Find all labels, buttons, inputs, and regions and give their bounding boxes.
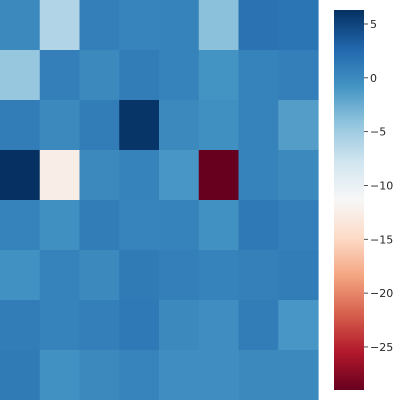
heatmap-cell-r5-c2 (79, 250, 120, 301)
heatmap-cell-r2-c4 (159, 100, 200, 151)
heatmap-grid (0, 0, 319, 400)
heatmap-cell-r7-c4 (159, 350, 200, 400)
heatmap-cell-r2-c6 (238, 100, 279, 151)
heatmap-cell-r6-c4 (159, 300, 200, 351)
heatmap-cell-r3-c6 (238, 150, 279, 201)
heatmap-cell-r4-c0 (0, 200, 41, 251)
heatmap-cell-r4-c4 (159, 200, 200, 251)
heatmap-cell-r7-c1 (39, 350, 81, 400)
heatmap-cell-r5-c5 (198, 250, 240, 301)
heatmap-cell-r6-c1 (39, 300, 81, 351)
heatmap-cell-r2-c7 (278, 100, 319, 151)
colorbar: 5 0 −5 −10 −15 −20 −25 (334, 10, 393, 390)
heatmap-cell-r5-c6 (238, 250, 279, 301)
heatmap-cell-r4-c3 (119, 200, 160, 251)
heatmap-cell-r3-c4 (159, 150, 200, 201)
heatmap-cell-r7-c3 (119, 350, 160, 400)
heatmap-cell-r7-c2 (79, 350, 120, 400)
heatmap-cell-r0-c7 (278, 0, 319, 51)
heatmap-cell-r5-c3 (119, 250, 160, 301)
heatmap-cell-r5-c0 (0, 250, 41, 301)
heatmap-cell-r6-c0 (0, 300, 41, 351)
heatmap-cell-r2-c3 (119, 100, 160, 151)
heatmap-cell-r1-c0 (0, 50, 41, 101)
heatmap-cell-r7-c5 (198, 350, 240, 400)
heatmap-cell-r3-c1 (39, 150, 81, 201)
colorbar-tick-label: −5 (370, 126, 386, 139)
colorbar-tick-label: −10 (370, 179, 393, 192)
heatmap-cell-r4-c5 (198, 200, 240, 251)
heatmap-cell-r3-c0 (0, 150, 41, 201)
heatmap-cell-r3-c5 (198, 150, 240, 201)
heatmap-cell-r1-c1 (39, 50, 81, 101)
heatmap-cell-r6-c5 (198, 300, 240, 351)
heatmap-cell-r2-c5 (198, 100, 240, 151)
heatmap-cell-r3-c3 (119, 150, 160, 201)
heatmap-cell-r2-c0 (0, 100, 41, 151)
heatmap-cell-r0-c0 (0, 0, 41, 51)
heatmap-cell-r4-c7 (278, 200, 319, 251)
heatmap-cell-r1-c5 (198, 50, 240, 101)
heatmap-cell-r7-c6 (238, 350, 279, 400)
heatmap-cell-r6-c3 (119, 300, 160, 351)
heatmap-cell-r6-c7 (278, 300, 319, 351)
heatmap-cell-r3-c2 (79, 150, 120, 201)
heatmap-cell-r1-c7 (278, 50, 319, 101)
colorbar-tick-label: 5 (370, 18, 377, 31)
colorbar-tick-label: −15 (370, 233, 393, 246)
colorbar-tick-label: −20 (370, 287, 393, 300)
heatmap-cell-r2-c1 (39, 100, 81, 151)
heatmap-cell-r0-c1 (39, 0, 81, 51)
colorbar-gradient (334, 10, 364, 390)
heatmap-cell-r7-c0 (0, 350, 41, 400)
heatmap-cell-r0-c4 (159, 0, 200, 51)
heatmap-cell-r0-c2 (79, 0, 120, 51)
heatmap-cell-r6-c6 (238, 300, 279, 351)
heatmap-cell-r3-c7 (278, 150, 319, 201)
heatmap-cell-r5-c7 (278, 250, 319, 301)
heatmap-cell-r7-c7 (278, 350, 319, 400)
heatmap-cell-r4-c2 (79, 200, 120, 251)
heatmap-cell-r5-c4 (159, 250, 200, 301)
colorbar-tick-label: 0 (370, 72, 377, 85)
heatmap-cell-r4-c1 (39, 200, 81, 251)
heatmap-cell-r0-c6 (238, 0, 279, 51)
heatmap-cell-r1-c4 (159, 50, 200, 101)
heatmap-cell-r6-c2 (79, 300, 120, 351)
heatmap-cell-r1-c2 (79, 50, 120, 101)
heatmap-cell-r0-c3 (119, 0, 160, 51)
heatmap-cell-r5-c1 (39, 250, 81, 301)
heatmap-cell-r2-c2 (79, 100, 120, 151)
heatmap-cell-r4-c6 (238, 200, 279, 251)
colorbar-tick-label: −25 (370, 341, 393, 354)
heatmap-cell-r0-c5 (198, 0, 240, 51)
heatmap-cell-r1-c6 (238, 50, 279, 101)
heatmap-cell-r1-c3 (119, 50, 160, 101)
colorbar-ticks: 5 0 −5 −10 −15 −20 −25 (364, 18, 393, 354)
